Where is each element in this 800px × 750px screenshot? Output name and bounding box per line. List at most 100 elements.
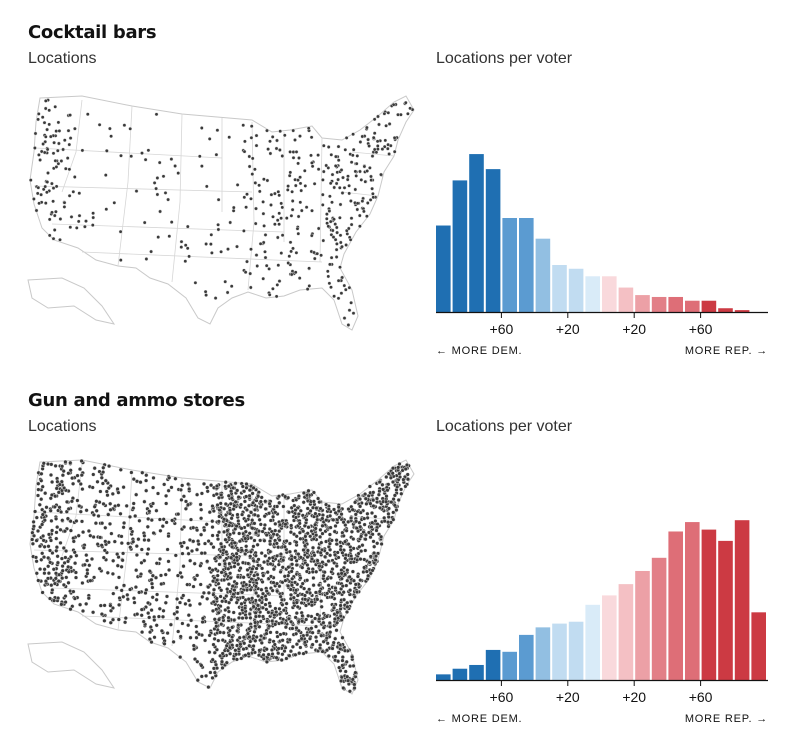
location-dot	[306, 525, 311, 530]
location-dot	[161, 608, 166, 613]
location-dot	[367, 144, 371, 148]
location-dot	[372, 544, 377, 549]
location-dot	[347, 183, 351, 188]
bar	[485, 169, 501, 312]
location-dot	[139, 547, 144, 552]
location-dot	[210, 657, 215, 662]
location-dot	[273, 510, 278, 515]
location-dot	[79, 473, 84, 478]
location-dot	[296, 178, 300, 183]
location-dot	[74, 518, 79, 524]
state-border	[351, 515, 395, 521]
location-dot	[338, 603, 343, 608]
location-dot	[63, 555, 68, 560]
location-dot	[54, 545, 59, 550]
location-dot	[154, 186, 159, 191]
location-dot	[144, 257, 149, 261]
location-dot	[363, 491, 368, 497]
location-dot	[282, 133, 287, 138]
location-dot	[236, 615, 242, 620]
bar	[485, 649, 501, 680]
location-dot	[46, 171, 50, 175]
location-dot	[121, 520, 127, 526]
location-dot	[95, 479, 100, 484]
location-dot	[214, 666, 220, 671]
location-dot	[36, 487, 41, 492]
location-dot	[287, 549, 292, 554]
location-dot	[283, 578, 288, 583]
location-dot	[307, 636, 313, 641]
location-dot	[94, 508, 99, 513]
location-dot	[56, 490, 61, 495]
location-dot	[298, 200, 303, 205]
location-dot	[263, 232, 268, 237]
location-dot	[212, 556, 217, 561]
location-dot	[211, 578, 216, 584]
location-dot	[257, 614, 262, 619]
location-dot	[194, 547, 200, 552]
location-dot	[140, 151, 144, 155]
location-dot	[337, 665, 342, 670]
location-dot	[235, 244, 239, 249]
bar	[668, 531, 683, 680]
location-dot	[332, 552, 338, 557]
location-dot	[320, 192, 325, 197]
location-dot	[268, 630, 273, 635]
location-dot	[181, 593, 186, 598]
location-dot	[251, 604, 256, 609]
location-dot	[316, 167, 321, 172]
location-dot	[346, 542, 351, 547]
location-dot	[286, 616, 291, 621]
location-dot	[84, 601, 89, 606]
location-dot	[358, 140, 363, 144]
location-dot	[79, 519, 85, 524]
location-dot	[345, 674, 350, 679]
location-dot	[54, 486, 59, 491]
location-dot	[382, 144, 387, 149]
location-dot	[169, 220, 174, 225]
location-dot	[104, 489, 109, 494]
location-dot	[276, 646, 281, 651]
location-dot	[266, 147, 271, 151]
location-dot	[339, 576, 344, 581]
location-dot	[111, 591, 116, 596]
location-dot	[388, 475, 393, 480]
location-dot	[387, 121, 392, 126]
location-dot	[350, 153, 355, 158]
location-dot	[253, 614, 258, 619]
location-dot	[36, 117, 41, 122]
location-dot	[66, 506, 71, 511]
location-dot	[142, 558, 147, 563]
location-dot	[188, 603, 193, 608]
location-dot	[246, 503, 252, 508]
location-dot	[186, 598, 191, 603]
location-dot	[49, 181, 54, 186]
location-dot	[120, 558, 125, 563]
location-dot	[83, 224, 87, 229]
location-dot	[368, 554, 373, 559]
location-dot	[119, 540, 124, 546]
location-dot	[265, 570, 270, 575]
location-dot	[294, 631, 299, 636]
location-dot	[121, 583, 127, 588]
location-dot	[369, 510, 375, 516]
location-dot	[264, 607, 269, 612]
location-dot	[310, 164, 315, 169]
location-dot	[150, 501, 156, 506]
location-dot	[389, 499, 394, 505]
location-dot	[295, 226, 300, 231]
location-dot	[323, 562, 329, 567]
location-dot	[288, 170, 293, 175]
location-dot	[159, 628, 164, 633]
location-dot	[249, 247, 253, 252]
location-dot	[68, 460, 73, 465]
location-dot	[312, 256, 317, 261]
location-dot	[218, 554, 223, 560]
location-dot	[216, 610, 221, 615]
location-dot	[359, 178, 364, 182]
location-dot	[356, 551, 361, 556]
location-dot	[319, 599, 324, 604]
location-dot	[353, 169, 358, 174]
location-dot	[94, 499, 99, 504]
location-dot	[370, 186, 374, 191]
